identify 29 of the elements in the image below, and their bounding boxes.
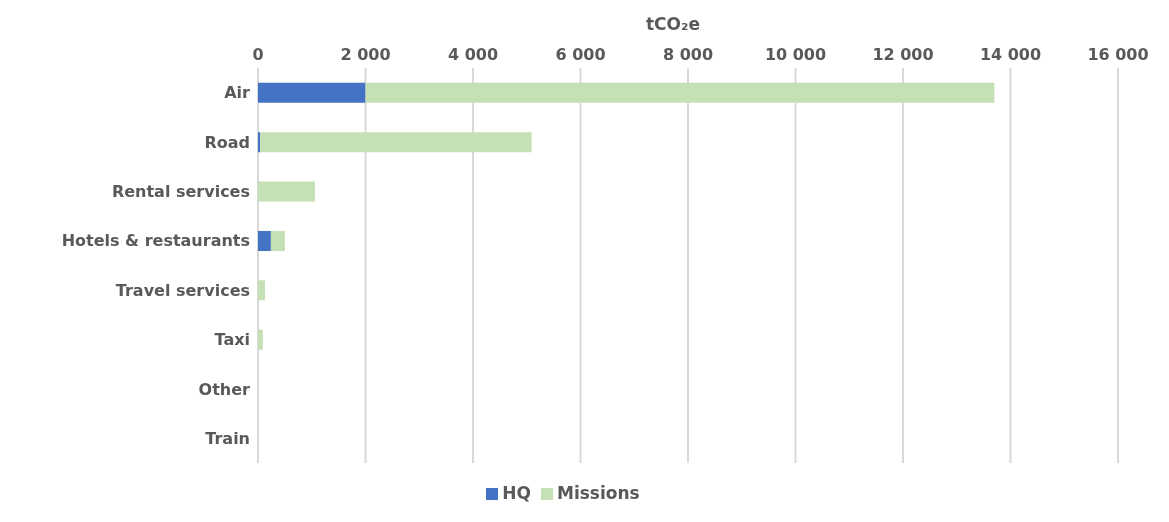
bar xyxy=(258,132,261,153)
x-tick-label: 8 000 xyxy=(662,45,714,64)
y-tick-label: Road xyxy=(204,132,250,152)
x-tick-label: 12 000 xyxy=(872,45,934,64)
x-tick-label: 6 000 xyxy=(555,45,606,64)
bar xyxy=(270,230,285,251)
x-tick-label: 2 000 xyxy=(340,45,391,64)
y-tick-label: Rental services xyxy=(111,182,250,202)
bar xyxy=(260,132,532,153)
bar xyxy=(258,230,271,251)
y-tick-label: Hotels & restaurants xyxy=(61,231,250,251)
x-tick-label: 0 xyxy=(252,45,264,64)
x-tick-label: 10 000 xyxy=(764,45,827,64)
bar xyxy=(258,329,263,350)
x-tick-label: 4 000 xyxy=(447,45,499,64)
y-tick-label: Taxi xyxy=(214,330,250,350)
y-tick-label: Air xyxy=(224,83,251,103)
bar xyxy=(258,280,265,301)
x-axis-title: tCO₂e xyxy=(645,14,701,34)
bar xyxy=(258,82,366,103)
x-tick-label: 16 000 xyxy=(1087,45,1149,64)
y-tick-label: Train xyxy=(205,428,250,448)
legend-label: Missions xyxy=(556,483,640,503)
y-tick-label: Other xyxy=(198,379,251,399)
bar xyxy=(258,181,315,202)
bar xyxy=(365,82,995,103)
x-tick-label: 14 000 xyxy=(979,45,1042,64)
y-tick-label: Travel services xyxy=(115,280,250,300)
legend-label: HQ xyxy=(502,483,531,503)
